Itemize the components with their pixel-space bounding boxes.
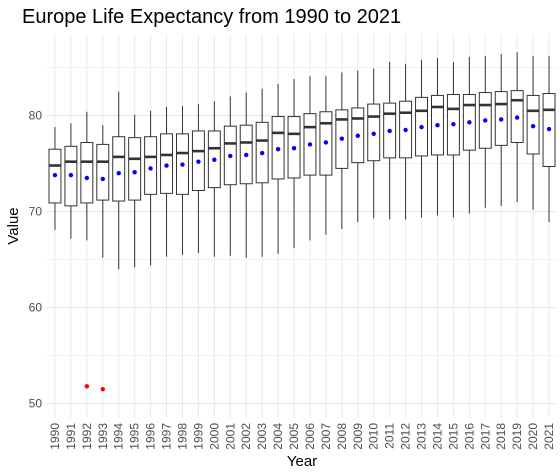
x-tick-label: 1998 <box>175 423 189 450</box>
x-tick-label: 2020 <box>526 423 540 450</box>
y-axis-title: Value <box>5 207 22 244</box>
x-tick-labels: 1990 1991 1992 1993 1994 1995 1996 1997 1998 1999… <box>48 423 556 450</box>
x-tick-label: 2006 <box>303 423 317 450</box>
box-iqr <box>128 137 142 201</box>
chart-title: Europe Life Expectancy from 1990 to 2021 <box>22 6 402 28</box>
x-tick-label: 2007 <box>319 423 333 450</box>
y-tick-labels: 50 60 70 80 <box>29 109 43 411</box>
grid-layer <box>47 34 557 418</box>
y-tick-label: 70 <box>29 205 43 219</box>
x-tick-label: 2018 <box>494 423 508 450</box>
x-tick-label: 2019 <box>510 423 524 450</box>
mean-point <box>371 131 376 137</box>
x-tick-label: 2014 <box>430 423 444 450</box>
x-tick-label: 2021 <box>542 423 556 450</box>
mark-layer <box>52 115 552 392</box>
x-tick-label: 2013 <box>415 423 429 450</box>
x-tick-label: 1990 <box>48 423 62 450</box>
mean-point <box>164 163 169 168</box>
x-tick-label: 2005 <box>287 423 301 450</box>
x-tick-label: 1995 <box>128 423 142 450</box>
mean-point <box>196 159 201 164</box>
mean-point <box>244 152 249 158</box>
x-tick-label: 2004 <box>271 423 285 450</box>
mean-point <box>387 128 392 134</box>
y-tick-label: 50 <box>29 397 43 411</box>
outlier-point <box>84 384 90 389</box>
x-tick-label: 1996 <box>144 423 158 450</box>
mean-point <box>323 140 329 145</box>
box-iqr <box>96 143 110 201</box>
mean-point <box>180 162 185 167</box>
mean-point <box>514 115 520 120</box>
x-tick-label: 2002 <box>239 423 253 450</box>
y-tick-label: 60 <box>29 301 43 315</box>
x-tick-label: 2009 <box>351 423 365 450</box>
mean-point <box>483 118 488 123</box>
mean-point <box>419 124 424 130</box>
mean-point <box>499 117 504 122</box>
x-tick-label: 2010 <box>367 423 381 450</box>
x-tick-label: 2003 <box>255 423 269 450</box>
x-tick-label: 1992 <box>80 423 94 450</box>
box-layer <box>48 52 556 270</box>
outlier-point <box>100 387 105 392</box>
mean-point <box>339 136 345 141</box>
mean-point <box>84 175 90 181</box>
mean-point <box>355 133 360 138</box>
mean-point <box>132 170 137 175</box>
mean-point <box>530 123 536 129</box>
x-tick-label: 2001 <box>223 423 237 450</box>
box-iqr <box>80 141 94 204</box>
mean-point <box>100 176 105 182</box>
mean-point <box>467 120 472 125</box>
mean-point <box>148 166 153 171</box>
mean-point <box>212 157 217 162</box>
x-tick-label: 1994 <box>112 423 126 450</box>
x-tick-label: 2008 <box>335 423 349 450</box>
box-iqr <box>112 136 126 202</box>
box-iqr <box>144 136 158 195</box>
x-tick-label: 2016 <box>462 423 476 450</box>
x-tick-label: 1991 <box>64 423 78 450</box>
mean-point <box>275 147 281 152</box>
mean-point <box>68 172 74 178</box>
mean-point <box>435 123 440 128</box>
mean-point <box>291 146 297 151</box>
mean-point <box>52 172 58 178</box>
x-tick-label: 2015 <box>446 423 460 450</box>
mean-point <box>307 142 313 147</box>
mean-point <box>116 171 121 176</box>
x-tick-label: 1997 <box>160 423 174 450</box>
x-tick-label: 1993 <box>96 423 110 450</box>
x-tick-label: 2000 <box>207 423 221 450</box>
x-tick-label: 2017 <box>478 423 492 450</box>
mean-point <box>546 126 552 132</box>
x-tick-label: 2012 <box>399 423 413 450</box>
mean-point <box>451 122 456 127</box>
x-tick-label: 2011 <box>383 423 397 449</box>
x-tick-label: 1999 <box>191 423 205 450</box>
y-tick-label: 80 <box>29 109 43 123</box>
mean-point <box>403 127 408 133</box>
x-axis-title: Year <box>287 453 317 470</box>
mean-point <box>228 153 233 159</box>
mean-point <box>259 150 265 156</box>
